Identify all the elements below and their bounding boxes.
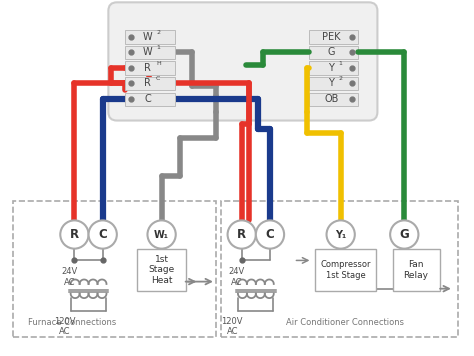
Text: PEK: PEK [322, 32, 340, 42]
Circle shape [327, 220, 355, 248]
Text: 120V
AC: 120V AC [54, 317, 76, 336]
Text: H: H [156, 61, 161, 66]
Bar [309, 46, 358, 59]
Text: Fan
Relay: Fan Relay [403, 260, 428, 279]
Circle shape [89, 220, 117, 248]
Text: R: R [70, 228, 79, 241]
Text: R: R [144, 63, 151, 73]
Bar [13, 201, 216, 337]
Bar [125, 46, 174, 59]
Text: W: W [143, 32, 152, 42]
Text: OB: OB [324, 94, 338, 104]
Text: W₁: W₁ [154, 230, 169, 240]
Bar [125, 30, 174, 43]
FancyBboxPatch shape [109, 2, 377, 121]
Bar [125, 62, 174, 75]
Text: Y: Y [328, 78, 334, 88]
Bar [309, 93, 358, 106]
Text: R: R [237, 228, 246, 241]
FancyBboxPatch shape [392, 248, 439, 291]
Text: 1: 1 [156, 45, 160, 50]
Text: Y: Y [328, 63, 334, 73]
Circle shape [228, 220, 256, 248]
Text: 2: 2 [338, 76, 343, 81]
Text: 2: 2 [156, 30, 160, 35]
Text: C: C [98, 228, 107, 241]
Bar [125, 77, 174, 90]
Text: R: R [144, 78, 151, 88]
Text: Air Conditioner Connections: Air Conditioner Connections [286, 318, 404, 327]
Bar [125, 93, 174, 106]
Circle shape [256, 220, 284, 248]
Text: C: C [144, 94, 151, 104]
Circle shape [390, 220, 419, 248]
Bar [309, 77, 358, 90]
Bar [309, 62, 358, 75]
Circle shape [147, 220, 176, 248]
Text: G: G [400, 228, 409, 241]
FancyBboxPatch shape [315, 248, 376, 291]
Text: C: C [265, 228, 274, 241]
Text: Y₁: Y₁ [335, 230, 346, 240]
Text: 1st
Stage
Heat: 1st Stage Heat [148, 255, 175, 285]
Circle shape [60, 220, 89, 248]
Text: C: C [156, 76, 161, 81]
Text: 120V
AC: 120V AC [221, 317, 243, 336]
Text: 24V
AC: 24V AC [229, 267, 245, 287]
Bar [220, 201, 458, 337]
Bar [309, 30, 358, 43]
Text: Compressor
1st Stage: Compressor 1st Stage [320, 260, 371, 279]
Text: 1: 1 [339, 61, 343, 66]
Text: 24V
AC: 24V AC [62, 267, 78, 287]
FancyBboxPatch shape [137, 248, 186, 291]
Text: G: G [328, 47, 335, 57]
Text: W: W [143, 47, 152, 57]
Text: Furnace Connections: Furnace Connections [28, 318, 116, 327]
